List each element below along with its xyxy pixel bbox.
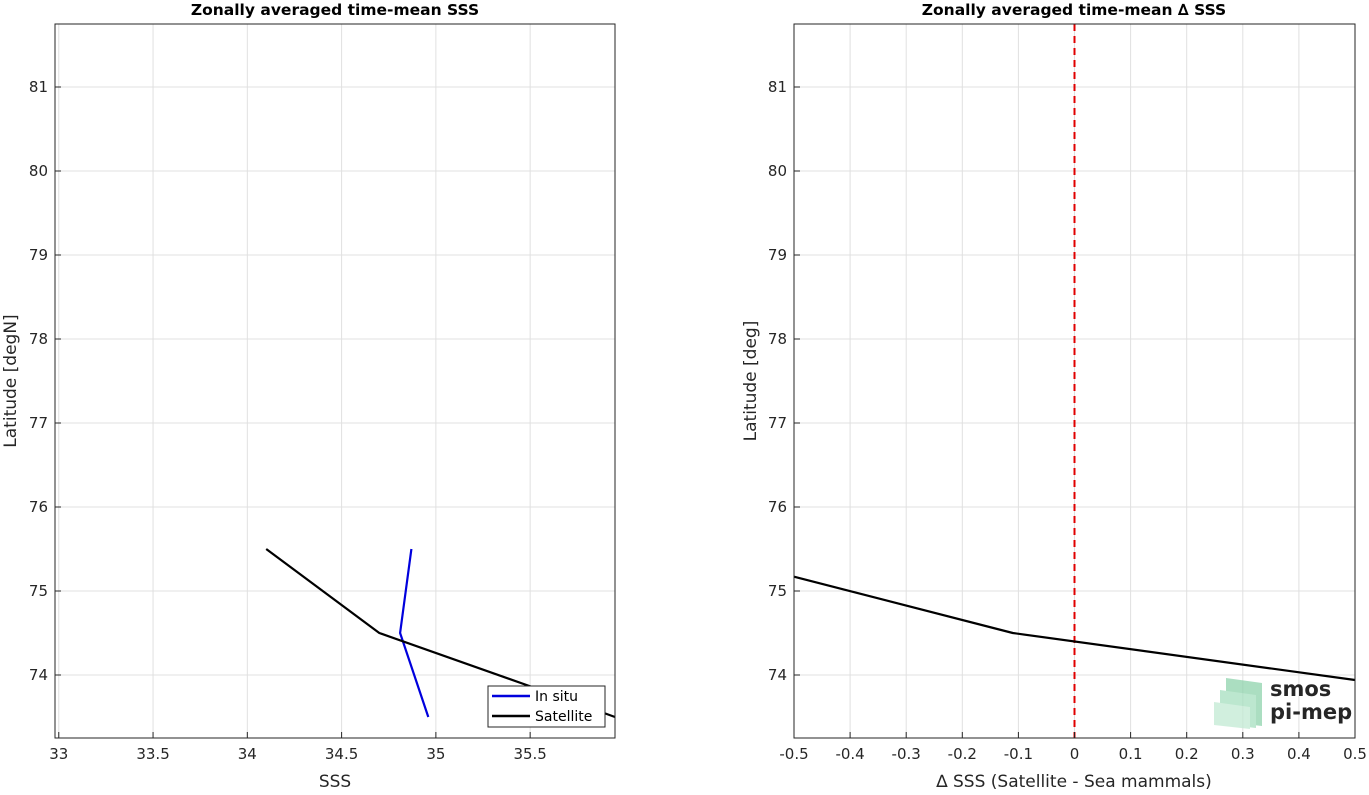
chart-delta-sss: Zonally averaged time-mean ∆ SSS -0.5 -0.… [741, 1, 1367, 792]
y-tick-label: 80 [768, 162, 787, 180]
x-tick-label: 34.5 [325, 745, 358, 763]
legend: In situ Satellite [487, 685, 606, 728]
x-axis-label: ∆ SSS (Satellite - Sea mammals) [935, 772, 1212, 791]
x-tick-label: 34 [238, 745, 257, 763]
x-tick-label: -0.2 [948, 745, 977, 763]
gridlines [55, 24, 615, 738]
x-tick-label: 0.1 [1119, 745, 1143, 763]
y-tick-label: 76 [29, 498, 48, 516]
logo-text-smos: smos [1270, 677, 1331, 701]
y-axis-label: Latitude [degN] [1, 314, 21, 447]
logo-graphic-icon [1214, 678, 1262, 729]
y-tick-label: 79 [768, 246, 787, 264]
y-axis-label: Latitude [deg] [741, 321, 761, 442]
y-tick-label: 80 [29, 162, 48, 180]
y-tick-label: 77 [29, 414, 48, 432]
y-tick-label: 79 [29, 246, 48, 264]
chart-sss: Zonally averaged time-mean SSS 33 33.5 34 3… [1, 1, 616, 792]
legend-box [487, 685, 606, 728]
x-tick-label: 0.3 [1231, 745, 1255, 763]
tick-labels: 33 33.5 34 34.5 35 35.5 74 75 76 77 78 79 80 81 [29, 78, 547, 763]
plot-frame [54, 23, 616, 739]
x-tick-label: -0.4 [835, 745, 864, 763]
y-tick-label: 75 [29, 582, 48, 600]
chart-title: Zonally averaged time-mean ∆ SSS [922, 1, 1226, 19]
legend-label-satellite: Satellite [535, 709, 592, 725]
series-line-in-situ [399, 548, 430, 718]
x-tick-label: -0.1 [1004, 745, 1033, 763]
x-tick-label: 35 [426, 745, 445, 763]
x-tick-label: 0.4 [1287, 745, 1311, 763]
y-tick-label: 75 [768, 582, 787, 600]
tick-labels: -0.5 -0.4 -0.3 -0.2 -0.1 0 0.1 0.2 0.3 0.4 0.5 74 75… [768, 78, 1367, 763]
x-tick-label: 0.5 [1343, 745, 1367, 763]
x-tick-label: -0.3 [892, 745, 921, 763]
x-tick-label: 35.5 [513, 745, 546, 763]
x-tick-label: 33 [49, 745, 68, 763]
series-line-series-0 [793, 575, 1356, 682]
x-tick-label: 0 [1070, 745, 1080, 763]
logo-text-pi-mep: pi-mep [1270, 700, 1352, 724]
series-layer [793, 575, 1356, 682]
y-tick-label: 74 [768, 666, 787, 684]
chart-title: Zonally averaged time-mean SSS [191, 1, 479, 19]
x-tick-label: 0.2 [1175, 745, 1199, 763]
x-tick-label: 33.5 [136, 745, 169, 763]
x-tick-label: -0.5 [779, 745, 808, 763]
y-tick-label: 74 [29, 666, 48, 684]
y-tick-label: 76 [768, 498, 787, 516]
y-tick-label: 81 [29, 78, 48, 96]
smos-pi-mep-logo: smos pi-mep [1214, 677, 1352, 729]
legend-label-in-situ: In situ [535, 689, 578, 705]
x-axis-label: SSS [319, 772, 351, 791]
y-tick-label: 78 [29, 330, 48, 348]
y-tick-label: 78 [768, 330, 787, 348]
y-tick-label: 81 [768, 78, 787, 96]
y-tick-label: 77 [768, 414, 787, 432]
